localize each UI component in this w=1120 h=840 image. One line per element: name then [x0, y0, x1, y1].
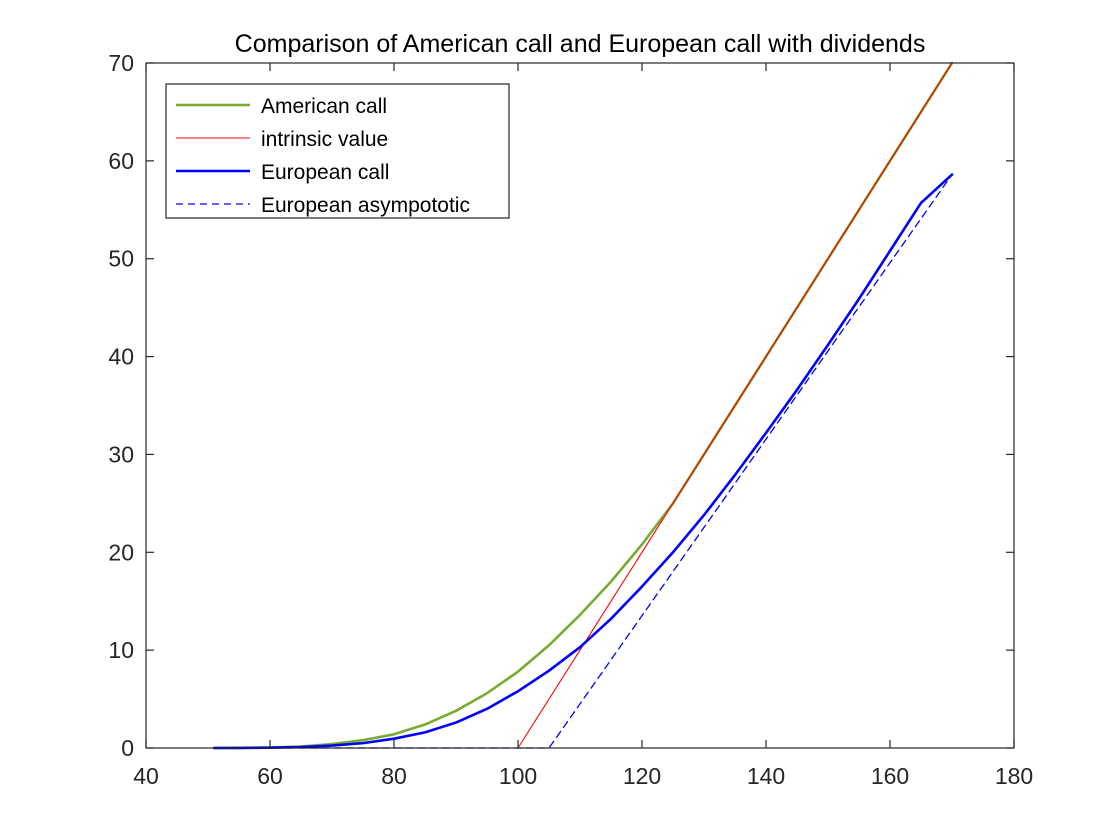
x-tick-label: 100 — [499, 763, 537, 789]
x-tick-label: 180 — [995, 763, 1033, 789]
chart-title: Comparison of American call and European… — [235, 30, 926, 58]
y-tick-label: 0 — [121, 735, 134, 761]
x-tick-label: 60 — [257, 763, 283, 789]
y-tick-label: 70 — [108, 50, 134, 76]
legend-label-2: European call — [261, 161, 389, 184]
x-tick-label: 120 — [623, 763, 661, 789]
y-tick-label: 30 — [108, 441, 134, 467]
y-tick-label: 60 — [108, 148, 134, 174]
axes-box — [145, 62, 1015, 749]
y-tick-label: 40 — [108, 344, 134, 370]
legend-box — [165, 83, 510, 219]
x-tick-label: 160 — [871, 763, 909, 789]
x-tick-label: 80 — [381, 763, 407, 789]
legend-label-3: European asympototic — [261, 194, 470, 217]
legend-items: American call intrinsic value European cal… — [176, 95, 470, 217]
y-tick-label: 10 — [108, 637, 134, 663]
y-tick-label: 20 — [108, 539, 134, 565]
legend-label-0: American call — [261, 95, 387, 118]
ticks-layer: 40 60 80 100 120 140 160 180 0 10 20 30 40 50 60 70 — [108, 50, 1033, 789]
y-tick-label: 50 — [108, 246, 134, 272]
series-line-2 — [212, 173, 954, 750]
legend[interactable]: American call intrinsic value European cal… — [165, 83, 510, 219]
x-tick-label: 40 — [133, 763, 159, 789]
x-tick-label: 140 — [747, 763, 785, 789]
legend-label-1: intrinsic value — [261, 128, 388, 151]
